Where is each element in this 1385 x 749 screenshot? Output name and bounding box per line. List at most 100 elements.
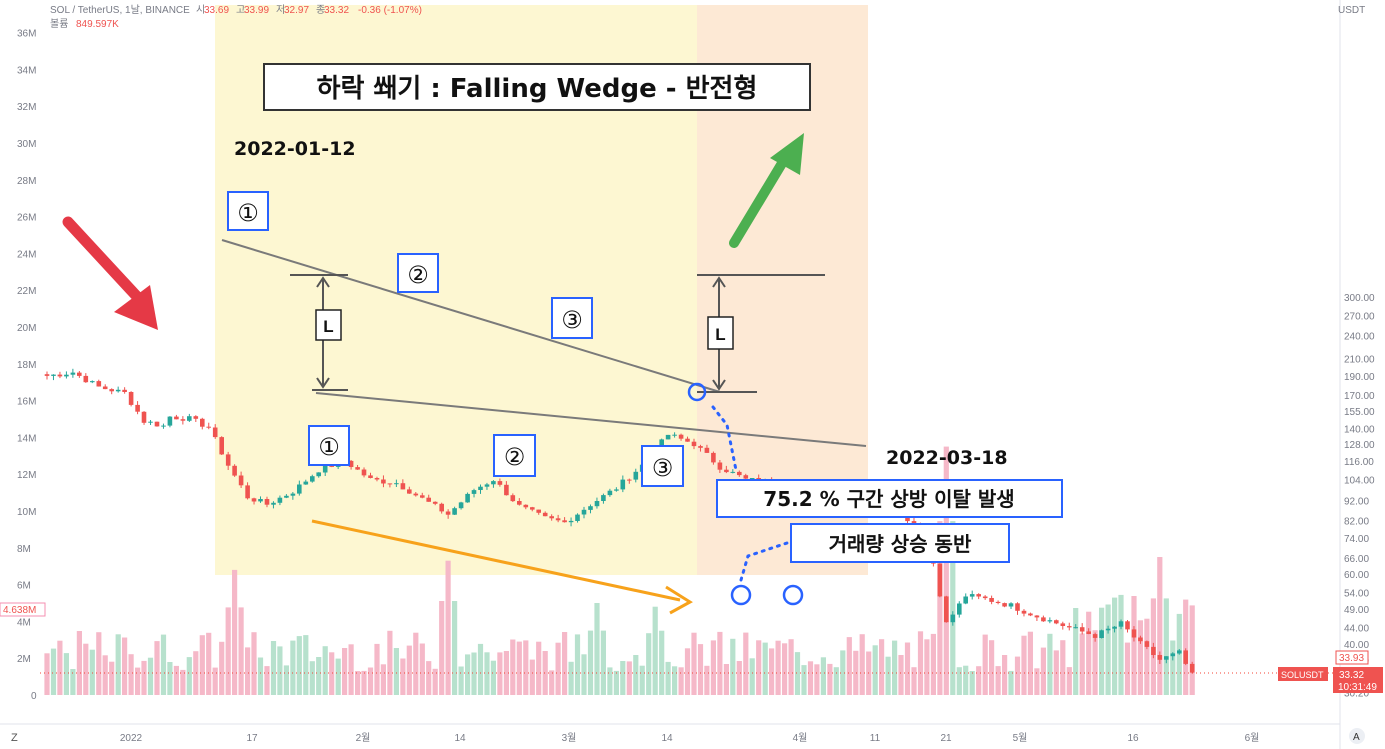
low-value: 32.97 [284, 5, 309, 16]
volume-tick: 0 [31, 691, 37, 702]
candle-body [83, 375, 89, 383]
volume-bar [892, 640, 898, 695]
candle-body [704, 447, 710, 453]
volume-bar [529, 659, 535, 695]
candle-body [963, 596, 968, 604]
candle-body [109, 389, 114, 392]
volume-bar [497, 652, 503, 695]
volume-bar [911, 667, 917, 695]
volume-bar [879, 639, 885, 695]
candle-body [70, 372, 76, 375]
lower-point-1: ① [318, 433, 340, 461]
candle-body [439, 503, 444, 512]
candle-body [1151, 646, 1156, 655]
candle-body [685, 438, 690, 442]
volume-marker-1 [730, 584, 752, 606]
volume-bar [749, 658, 755, 695]
candle-body [1183, 650, 1188, 664]
candle-body [465, 493, 470, 503]
volume-bar [303, 635, 309, 695]
upper-point-1-box [227, 191, 269, 231]
candle-body [1002, 603, 1007, 607]
candle-body [627, 479, 632, 481]
prev-close-tag-text: 33.93 [1339, 653, 1364, 664]
candle-body [691, 441, 697, 447]
price-tick: 210.00 [1344, 355, 1375, 366]
wedge-lower-line [315, 392, 867, 447]
volume-bar [277, 646, 283, 695]
volume-bar [950, 521, 956, 695]
candle-body [995, 601, 1001, 603]
volume-bar [1157, 557, 1163, 695]
volume-tick: 14M [17, 433, 36, 444]
candle-body [665, 434, 671, 440]
volume-bar [872, 645, 878, 695]
volume-tick: 24M [17, 249, 36, 260]
candle-body [957, 603, 962, 615]
volume-bar [1144, 618, 1150, 695]
title-box [263, 63, 811, 111]
candle-body [148, 421, 153, 423]
symbol-tag-text: SOLUSDT [1281, 670, 1324, 680]
candle-body [115, 389, 121, 392]
candle-body [44, 374, 50, 376]
price-tick: 190.00 [1344, 372, 1375, 383]
volume-bar [283, 665, 289, 695]
candle-body [245, 485, 250, 499]
candle-body [141, 411, 147, 423]
candle-body [57, 374, 63, 377]
volume-bar [367, 667, 374, 695]
volume-bar [523, 640, 529, 695]
volume-bar [355, 671, 361, 695]
volume-bar [672, 666, 678, 695]
candle-body [672, 434, 677, 436]
volume-tick: 20M [17, 323, 36, 334]
candle-body [400, 483, 406, 490]
volume-bar [820, 657, 826, 695]
volume-bar [122, 637, 128, 695]
candle-body [1092, 634, 1098, 638]
volume-bar [270, 641, 277, 695]
volume-bar [413, 632, 419, 695]
volume-bar [549, 670, 555, 695]
volume-connector [739, 540, 792, 582]
volume-bar [1073, 608, 1079, 695]
volume-bar [432, 668, 438, 695]
upper-point-2: ② [407, 261, 429, 289]
volume-bar [510, 639, 516, 695]
auto-scale-button-bg[interactable] [1349, 728, 1365, 744]
candle-body [1138, 637, 1143, 642]
auto-scale-button[interactable]: A [1353, 732, 1360, 743]
volume-bar [484, 652, 490, 695]
volume-bar [1112, 597, 1118, 695]
volume-bar [186, 657, 192, 695]
volume-bar [704, 665, 710, 695]
candle-body [316, 472, 321, 477]
candle-body [212, 427, 218, 438]
close-label: 종 [316, 4, 325, 16]
measure-left-label-box [315, 309, 342, 341]
zoom-button[interactable]: Z [11, 732, 18, 744]
time-tick: 3월 [562, 732, 577, 744]
volume-bar [542, 651, 548, 695]
candle-body [200, 418, 205, 427]
volume-bar [639, 665, 645, 695]
candle-body [976, 594, 981, 597]
measure-right-label: L [715, 325, 725, 344]
volume-bar [290, 640, 296, 695]
volume-bar [937, 521, 943, 695]
volume-tick: 28M [17, 176, 36, 187]
candle-body [530, 507, 535, 510]
candle-body [407, 489, 412, 494]
volume-bar [96, 632, 102, 695]
volume-tag [0, 602, 46, 617]
price-tick: 170.00 [1344, 391, 1375, 402]
candle-body [413, 493, 419, 496]
volume-bar [775, 640, 781, 695]
volume-bar [684, 648, 691, 695]
volume-bar [309, 661, 315, 695]
volume-tick: 12M [17, 470, 36, 481]
candle-body [432, 501, 438, 504]
candle-body [161, 425, 166, 427]
